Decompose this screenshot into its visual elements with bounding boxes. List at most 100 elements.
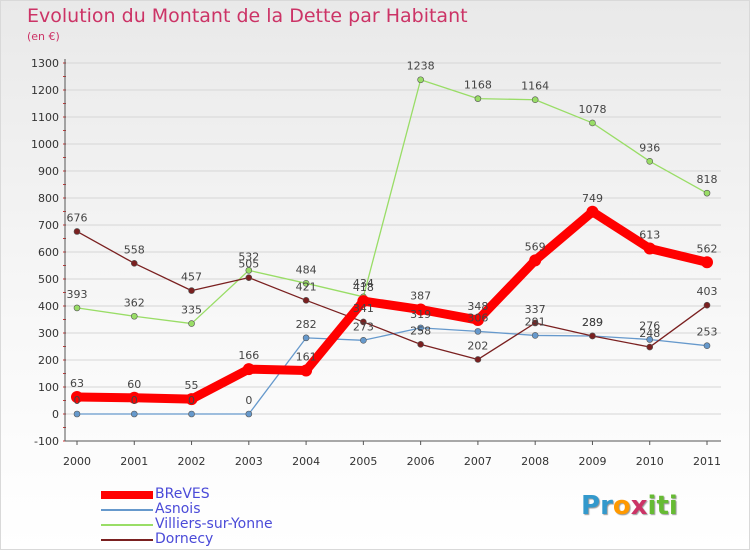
data-point xyxy=(245,274,253,281)
data-label: 282 xyxy=(296,318,317,331)
data-label: 289 xyxy=(582,316,603,329)
data-label: 306 xyxy=(467,311,488,324)
x-tick-label: 2005 xyxy=(349,455,377,468)
y-tick-label: 900 xyxy=(38,165,59,178)
x-tick-label: 2006 xyxy=(407,455,435,468)
data-label: 166 xyxy=(238,349,259,362)
series-line-asnois xyxy=(76,327,708,415)
data-label: 562 xyxy=(697,242,718,255)
x-tick-label: 2011 xyxy=(693,455,721,468)
data-label: 348 xyxy=(467,300,488,313)
data-point xyxy=(701,256,713,269)
data-label: 202 xyxy=(467,339,488,352)
logo-letter: t xyxy=(656,491,669,521)
data-point xyxy=(531,332,539,339)
data-point xyxy=(245,267,253,274)
data-label: 0 xyxy=(74,394,81,407)
data-label: 421 xyxy=(296,280,317,293)
legend-swatch xyxy=(101,490,153,499)
data-point xyxy=(474,328,482,335)
data-point xyxy=(589,332,596,340)
x-tick-label: 2008 xyxy=(521,455,549,468)
y-tick-label: 300 xyxy=(38,327,59,340)
logo-letter: o xyxy=(612,491,631,521)
y-tick-label: 1100 xyxy=(31,111,59,124)
data-point xyxy=(703,301,711,309)
x-tick-label: 2002 xyxy=(178,455,206,468)
data-label: 613 xyxy=(639,228,660,241)
logo-letter: i xyxy=(668,491,678,521)
legend-swatch xyxy=(101,523,153,526)
data-point xyxy=(300,364,313,377)
data-point xyxy=(73,228,81,235)
data-point xyxy=(71,390,83,403)
data-label: 319 xyxy=(410,308,431,321)
data-label: 341 xyxy=(353,302,374,315)
data-point xyxy=(417,341,424,348)
data-point xyxy=(73,304,81,312)
data-point xyxy=(360,336,367,344)
data-point xyxy=(646,343,654,351)
data-point xyxy=(130,260,138,267)
data-label: 63 xyxy=(70,377,84,390)
data-label: 434 xyxy=(353,277,374,290)
legend-item: BReVES xyxy=(101,487,273,502)
data-label: 532 xyxy=(238,250,259,263)
legend-item: Dornecy xyxy=(101,532,273,547)
y-tick-label: 100 xyxy=(38,381,59,394)
data-label: 55 xyxy=(185,379,199,392)
data-label: 362 xyxy=(124,296,145,309)
data-label: 1078 xyxy=(578,103,606,116)
legend-item: Villiers-sur-Yonne xyxy=(101,517,273,532)
legend-label: BReVES xyxy=(155,486,210,502)
legend-swatch xyxy=(101,538,153,541)
series-line-dornecy xyxy=(76,230,708,361)
series-line-villiers-sur-yonne xyxy=(76,79,708,325)
data-label: 1168 xyxy=(464,79,492,92)
chart-title: Evolution du Montant de la Dette par Hab… xyxy=(27,5,468,27)
series-line-breves xyxy=(72,207,712,404)
data-point xyxy=(185,393,198,406)
data-label: 289 xyxy=(582,316,603,329)
data-point xyxy=(474,356,482,363)
data-point xyxy=(302,297,310,304)
data-point xyxy=(531,319,539,327)
y-tick-label: 700 xyxy=(38,219,59,232)
data-label: 60 xyxy=(127,378,141,391)
data-label: 387 xyxy=(410,290,431,303)
data-label: 0 xyxy=(245,394,252,407)
x-tick-label: 2000 xyxy=(63,455,91,468)
data-point xyxy=(414,303,427,316)
data-point xyxy=(302,334,310,342)
data-label: 337 xyxy=(525,303,546,316)
x-tick-label: 2007 xyxy=(464,455,492,468)
data-point xyxy=(646,336,654,343)
data-label: 393 xyxy=(67,288,88,301)
data-point xyxy=(302,280,310,287)
logo-letter: P xyxy=(581,491,601,521)
data-point xyxy=(474,95,482,102)
data-point xyxy=(130,312,138,320)
chart-legend: BReVES Asnois Villiers-sur-Yonne Dornecy xyxy=(101,487,273,547)
data-point xyxy=(586,205,599,218)
data-label: 484 xyxy=(296,263,317,276)
legend-item: Asnois xyxy=(101,502,273,517)
data-point xyxy=(471,314,484,327)
data-point xyxy=(589,119,596,127)
x-tick-label: 2010 xyxy=(636,455,664,468)
y-tick-label: -100 xyxy=(34,435,59,448)
data-point xyxy=(128,391,141,404)
data-label: 161 xyxy=(296,351,317,364)
legend-swatch xyxy=(101,508,153,511)
data-label: 335 xyxy=(181,304,202,317)
data-point xyxy=(245,410,253,418)
x-tick-label: 2009 xyxy=(578,455,606,468)
legend-label: Villiers-sur-Yonne xyxy=(155,516,273,532)
chart-subtitle: (en €) xyxy=(27,30,60,43)
data-point xyxy=(188,410,195,418)
data-label: 291 xyxy=(525,315,546,328)
data-label: 936 xyxy=(639,141,660,154)
data-label: 0 xyxy=(188,394,195,407)
